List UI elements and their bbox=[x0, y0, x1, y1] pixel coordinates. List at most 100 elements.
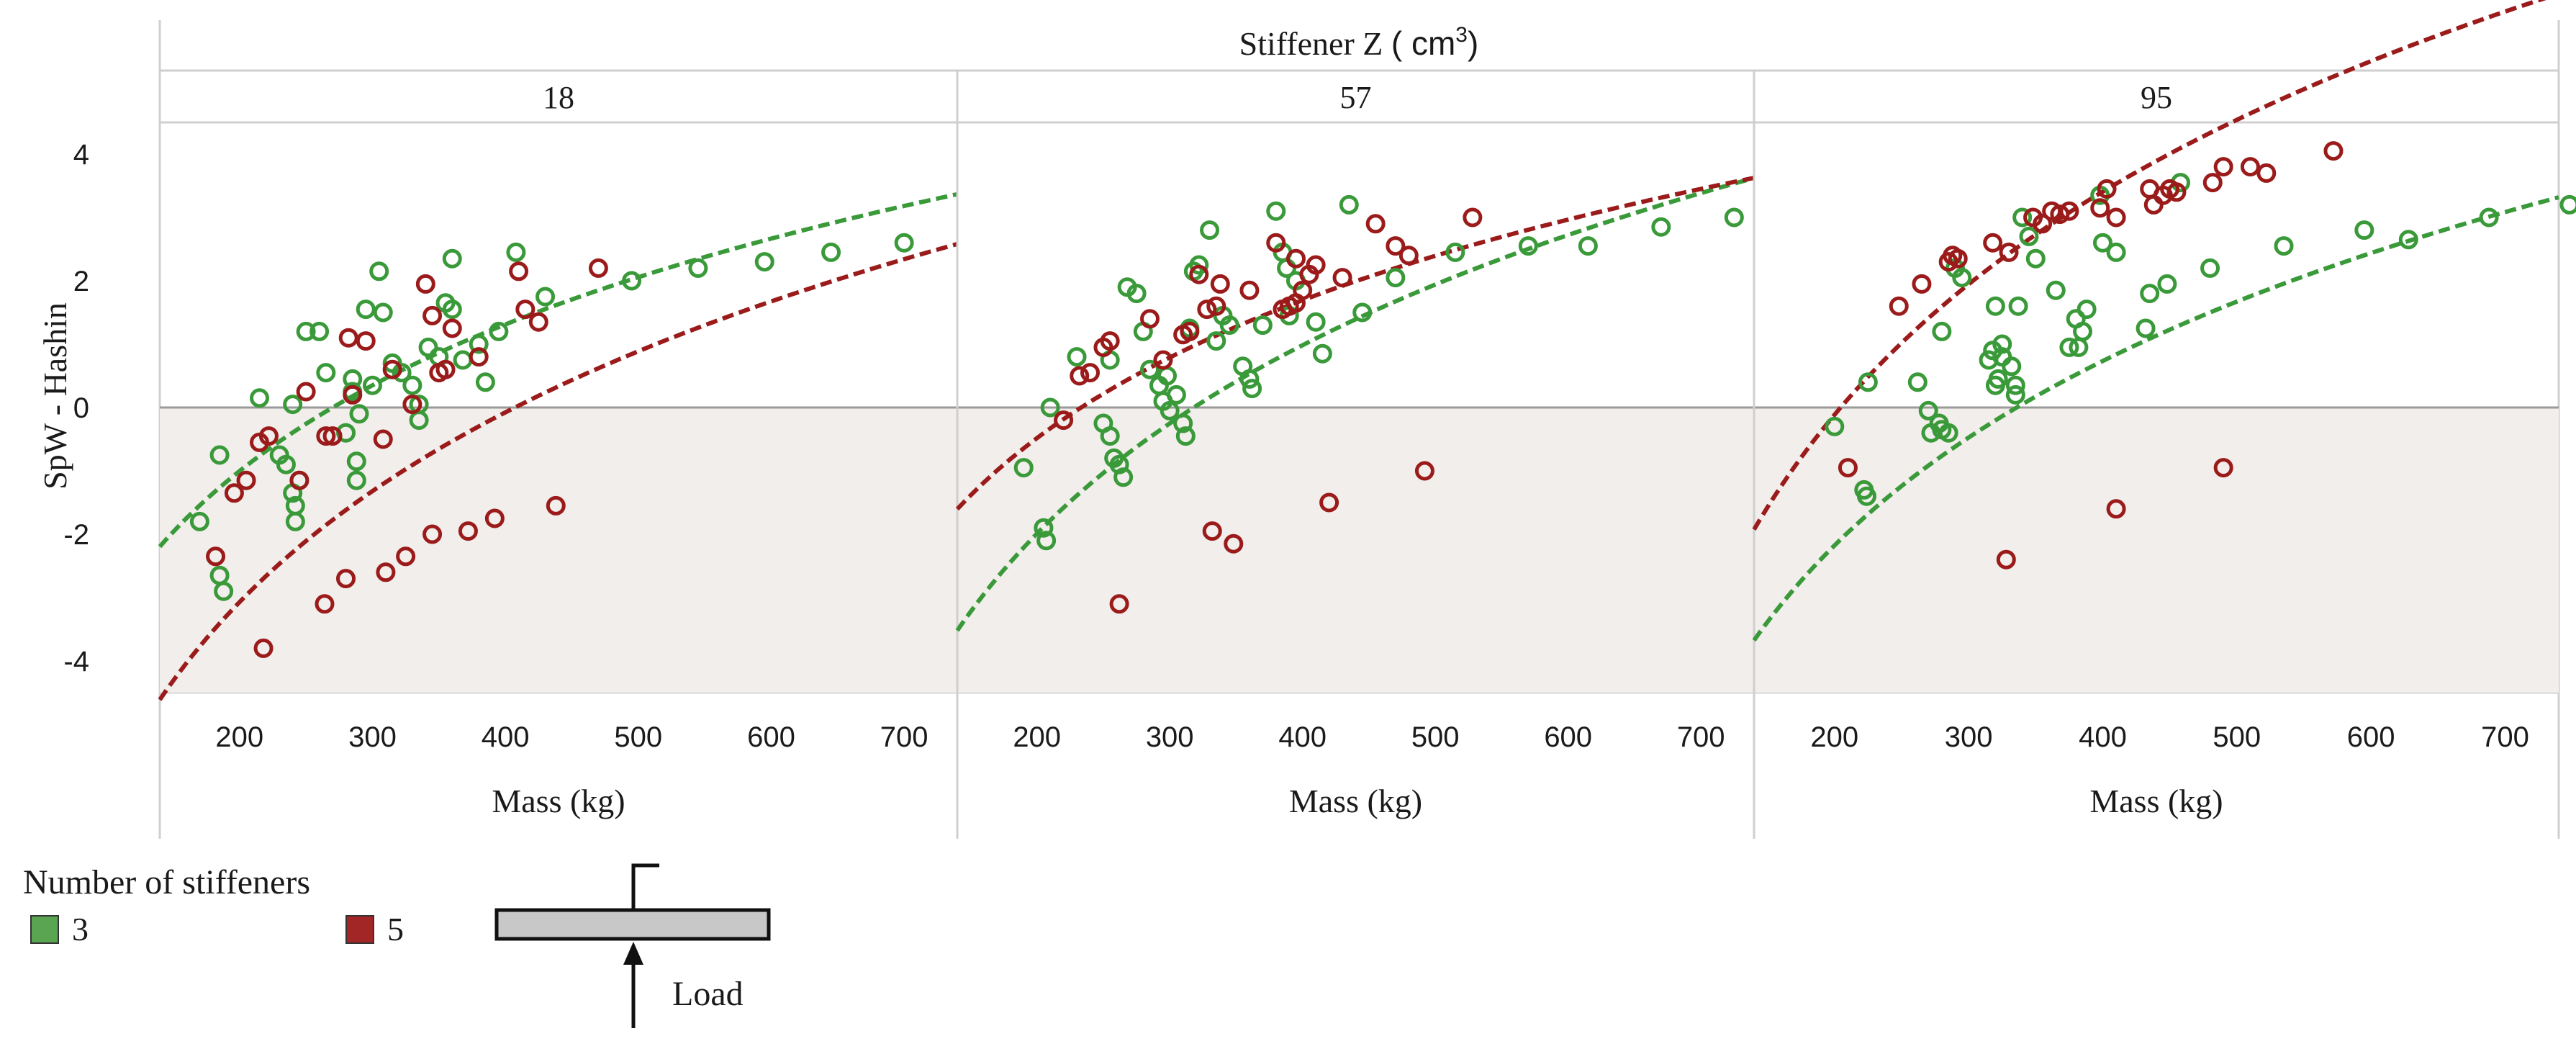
data-point-5 bbox=[336, 569, 356, 589]
data-point-3 bbox=[2274, 236, 2294, 256]
data-point-3 bbox=[1266, 201, 1286, 221]
panel-95: 95 200 300 400 500 600 700 Mass (kg) bbox=[1752, 0, 2576, 839]
data-point-3 bbox=[214, 581, 234, 601]
panels-group: 18 200 300 400 500 600 700 Mass (kg) 4 2 0 -2 -4 57 20… bbox=[63, 0, 2576, 839]
legend-title: Number of stiffeners bbox=[23, 863, 310, 901]
data-point-3 bbox=[189, 511, 209, 531]
data-point-5 bbox=[2323, 141, 2344, 161]
data-point-3 bbox=[1067, 347, 1087, 367]
data-point-3 bbox=[1173, 413, 1193, 433]
data-point-3 bbox=[2559, 194, 2576, 215]
load-diagram: Load bbox=[494, 863, 771, 1028]
data-point-3 bbox=[453, 350, 473, 370]
data-point-3 bbox=[2354, 220, 2374, 240]
data-point-3 bbox=[1126, 284, 1147, 304]
data-point-5 bbox=[2050, 204, 2070, 225]
y-tick-label: 0 bbox=[73, 392, 89, 424]
data-point-3 bbox=[1312, 343, 1332, 364]
data-point-3 bbox=[2002, 356, 2022, 377]
negative-region bbox=[957, 408, 1754, 693]
data-point-5 bbox=[2256, 163, 2277, 183]
data-point-5 bbox=[442, 318, 462, 338]
data-point-5 bbox=[1306, 255, 1326, 275]
data-point-3 bbox=[309, 321, 330, 341]
data-point-3 bbox=[1175, 426, 1196, 446]
data-point-3 bbox=[1992, 334, 2012, 354]
data-point-3 bbox=[442, 300, 462, 320]
data-point-5 bbox=[1838, 458, 1858, 478]
data-point-5 bbox=[484, 508, 505, 528]
data-point-3 bbox=[1034, 518, 1054, 538]
data-point-5 bbox=[2240, 157, 2260, 177]
data-point-5 bbox=[2202, 173, 2223, 193]
data-point-3 bbox=[2076, 300, 2097, 320]
chart-super-title: Stiffener Z ( cm3) bbox=[1239, 23, 1479, 62]
legend-item-3: 3 bbox=[30, 910, 89, 948]
data-point-5 bbox=[382, 359, 402, 379]
data-point-3 bbox=[2019, 226, 2039, 246]
data-point-5 bbox=[1153, 350, 1173, 370]
data-point-3 bbox=[1651, 217, 1671, 237]
data-point-5 bbox=[1109, 594, 1129, 614]
x-tick-label: 200 bbox=[1810, 721, 1858, 753]
data-point-5 bbox=[1912, 274, 1932, 294]
data-point-5 bbox=[1948, 248, 1968, 269]
data-point-3 bbox=[1036, 531, 1057, 551]
data-point-3 bbox=[2106, 242, 2126, 262]
legend: Number of stiffeners 3 5 bbox=[23, 863, 404, 947]
data-point-3 bbox=[1724, 207, 1744, 228]
data-point-5 bbox=[253, 638, 274, 658]
data-point-3 bbox=[2092, 233, 2112, 253]
trend-line-3 bbox=[158, 192, 958, 549]
data-point-3 bbox=[2008, 296, 2028, 316]
data-point-5 bbox=[1140, 309, 1160, 329]
data-point-3 bbox=[1825, 416, 1845, 436]
data-point-3 bbox=[1352, 302, 1373, 323]
data-point-3 bbox=[1932, 321, 1952, 341]
data-point-5 bbox=[322, 426, 343, 446]
data-point-5 bbox=[338, 328, 358, 348]
data-point-5 bbox=[1319, 492, 1339, 513]
x-tick-label: 600 bbox=[747, 721, 795, 753]
data-point-3 bbox=[1386, 268, 1406, 288]
y-tick-label: 2 bbox=[73, 266, 89, 297]
y-tick-label: -2 bbox=[63, 519, 89, 551]
data-point-5 bbox=[373, 429, 393, 449]
data-point-3 bbox=[1985, 296, 2005, 316]
data-point-5 bbox=[1206, 296, 1226, 316]
negative-region bbox=[1754, 408, 2559, 693]
data-point-3 bbox=[1918, 400, 1938, 420]
panel-18: 18 200 300 400 500 600 700 Mass (kg) 4 2 0 -2 -4 bbox=[63, 80, 958, 819]
data-point-5 bbox=[1210, 274, 1230, 294]
data-point-3 bbox=[1013, 458, 1034, 478]
trend-line-5 bbox=[1752, 0, 2546, 531]
x-tick-label: 400 bbox=[1278, 721, 1327, 753]
data-point-3 bbox=[283, 395, 303, 415]
data-point-3 bbox=[1160, 400, 1180, 420]
data-point-3 bbox=[373, 302, 393, 323]
x-axis-label: Mass (kg) bbox=[2089, 783, 2223, 819]
data-point-3 bbox=[535, 287, 556, 307]
data-point-5 bbox=[515, 300, 535, 320]
data-point-3 bbox=[2479, 207, 2499, 228]
data-point-5 bbox=[1463, 207, 1483, 228]
data-point-3 bbox=[316, 363, 336, 383]
data-point-5 bbox=[458, 521, 478, 541]
data-point-5 bbox=[1999, 242, 2019, 262]
panel-57: 57 200 300 400 500 600 700 Mass (kg) bbox=[955, 71, 1755, 839]
data-point-3 bbox=[346, 470, 366, 490]
data-point-3 bbox=[2012, 207, 2033, 228]
data-point-3 bbox=[209, 445, 230, 465]
data-point-3 bbox=[469, 334, 489, 354]
x-tick-label: 700 bbox=[880, 721, 928, 753]
data-point-3 bbox=[506, 242, 526, 262]
data-point-3 bbox=[1189, 255, 1209, 275]
load-arrow-head bbox=[623, 942, 643, 965]
data-point-5 bbox=[2090, 198, 2110, 218]
data-point-3 bbox=[1239, 369, 1260, 389]
x-tick-label: 200 bbox=[1013, 721, 1061, 753]
data-point-3 bbox=[1988, 369, 2008, 389]
data-point-3 bbox=[821, 242, 841, 262]
trend-line-3 bbox=[1752, 195, 2559, 642]
data-point-3 bbox=[2046, 280, 2066, 300]
